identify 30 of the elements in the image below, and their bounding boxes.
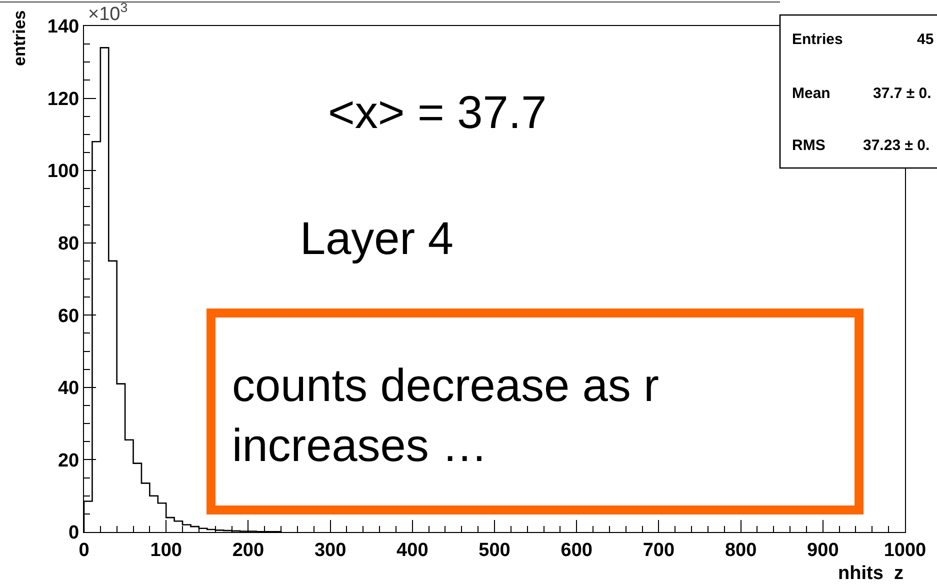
annotation: Layer 4	[300, 212, 454, 264]
y-tick-label: 0	[68, 522, 80, 544]
annotation: 37.7 ± 0.	[873, 85, 932, 102]
annotation: <x> = 37.7	[328, 86, 547, 138]
y-tick-label: 120	[47, 88, 80, 110]
x-tick-label: 400	[396, 540, 428, 561]
x-tick-label: 100	[150, 540, 182, 561]
x-tick-label: 500	[478, 540, 510, 561]
x-tick-label: 900	[807, 540, 839, 561]
annotation: counts decrease as r increases …	[232, 359, 660, 471]
text: 45	[917, 31, 934, 48]
y-tick-label: 40	[58, 378, 80, 400]
annotation: Mean	[792, 85, 830, 102]
x-tick-label: 300	[314, 540, 346, 561]
x-tick-label: 1000	[884, 540, 926, 561]
annotation: 37.23 ± 0.	[863, 137, 930, 154]
x-tick-label: 700	[642, 540, 675, 561]
x-tick-label: 200	[232, 540, 264, 561]
y-tick-label: 100	[47, 161, 80, 182]
x-axis-title: nhits z	[838, 563, 904, 584]
y-axis-title: entries	[10, 10, 29, 66]
y-tick-label: 140	[47, 16, 80, 38]
x-tick-label: 800	[724, 540, 757, 561]
y-tick-label: 80	[58, 234, 80, 255]
y-tick-label: 20	[58, 450, 80, 472]
y-tick-label: 60	[58, 306, 80, 327]
text: ×10$^{3}$	[88, 0, 128, 25]
annotation: Entries	[792, 31, 843, 48]
annotation: RMS	[792, 137, 826, 154]
x-tick-label: 600	[560, 540, 592, 561]
